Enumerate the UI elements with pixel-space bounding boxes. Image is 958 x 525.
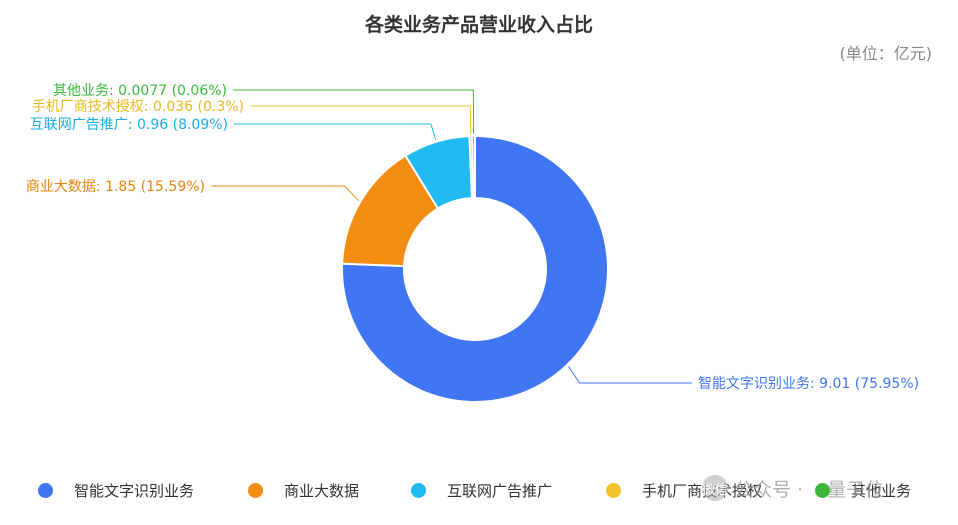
data-label-0: 智能文字识别业务: 9.01 (75.95%) xyxy=(698,376,919,392)
leader-line-1 xyxy=(211,185,359,202)
watermark-name: 量子位 xyxy=(827,478,885,501)
leader-line-3 xyxy=(250,105,472,135)
data-label-4: 其他业务: 0.0077 (0.06%) xyxy=(53,83,227,99)
donut-chart: 智能文字识别业务: 9.01 (75.95%) 商业大数据: 1.85 (15.5… xyxy=(26,83,919,403)
legend-label: 商业大数据 xyxy=(284,481,360,500)
legend-label: 互联网广告推广 xyxy=(447,481,553,500)
data-label-3: 手机厂商技术授权: 0.036 (0.3%) xyxy=(32,99,244,115)
slice-4 xyxy=(471,134,476,200)
leader-line-4 xyxy=(233,89,475,135)
watermark: 微信 公众号 · 量子位 xyxy=(702,472,884,504)
legend-dot-icon xyxy=(606,482,621,498)
legend-label: 其他业务 xyxy=(851,481,912,500)
legend-dot-icon xyxy=(411,482,426,498)
legend-dot-icon xyxy=(815,482,830,498)
leader-line-0 xyxy=(568,366,692,384)
legend-label: 智能文字识别业务 xyxy=(74,481,195,500)
data-label-2: 互联网广告推广: 0.96 (8.09%) xyxy=(30,117,228,133)
slice-0 xyxy=(341,134,609,403)
leader-line-2 xyxy=(234,123,437,141)
legend-item-4[interactable]: 其他业务 xyxy=(815,477,911,503)
legend-dot-icon xyxy=(38,482,53,498)
unit-label: (单位：亿元) xyxy=(839,44,933,63)
legend-dot-icon xyxy=(248,482,263,498)
wechat-logo-icon: 微信 xyxy=(702,475,728,501)
watermark-source: 公众号 · xyxy=(734,478,804,501)
data-label-1: 商业大数据: 1.85 (15.59%) xyxy=(26,179,205,195)
legend: 智能文字识别业务商业大数据互联网广告推广手机厂商技术授权其他业务 xyxy=(0,477,958,503)
legend-item-0[interactable]: 智能文字识别业务 xyxy=(38,477,194,503)
legend-item-2[interactable]: 互联网广告推广 xyxy=(411,477,552,503)
legend-item-1[interactable]: 商业大数据 xyxy=(248,477,359,503)
chart-title: 各类业务产品营业收入占比 xyxy=(364,14,593,36)
